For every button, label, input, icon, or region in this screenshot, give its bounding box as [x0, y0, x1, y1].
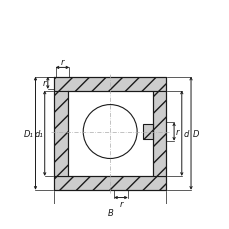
Polygon shape [54, 91, 68, 176]
Text: r: r [175, 128, 178, 136]
Circle shape [83, 105, 136, 159]
Polygon shape [54, 77, 166, 91]
Text: r: r [119, 199, 122, 208]
Text: D₁: D₁ [24, 129, 34, 138]
Polygon shape [152, 91, 166, 176]
Text: D: D [192, 129, 198, 138]
Polygon shape [54, 176, 166, 190]
Text: r: r [60, 58, 64, 67]
Text: r: r [43, 79, 46, 88]
Text: d: d [183, 129, 188, 138]
Polygon shape [143, 124, 152, 140]
Text: B: B [107, 208, 113, 217]
Text: d₁: d₁ [34, 129, 43, 138]
